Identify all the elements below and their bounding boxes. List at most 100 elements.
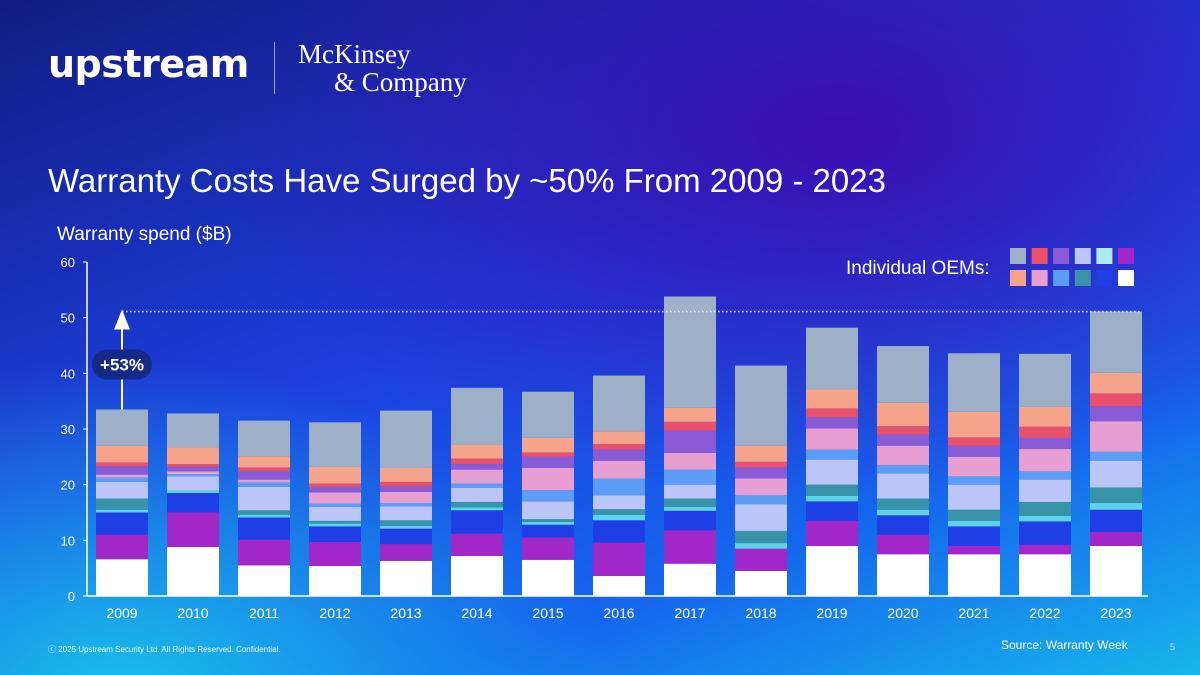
bar-stack-2011 bbox=[238, 420, 290, 596]
source-note: Source: Warranty Week bbox=[1001, 638, 1128, 652]
bar-segment bbox=[593, 460, 645, 479]
bar-segment bbox=[309, 483, 361, 487]
x-tick-label: 2021 bbox=[958, 605, 989, 621]
bar-segment bbox=[948, 545, 1000, 555]
x-tick-label: 2023 bbox=[1100, 605, 1131, 621]
bar-segment bbox=[451, 510, 503, 534]
y-tick-label: 10 bbox=[61, 533, 75, 548]
bar-segment bbox=[309, 523, 361, 527]
bar-segment bbox=[522, 456, 574, 468]
bar-segment bbox=[735, 467, 787, 479]
bar-segment bbox=[664, 498, 716, 507]
bar-segment bbox=[167, 471, 219, 475]
bar-segment bbox=[1090, 393, 1142, 407]
bar-stack-2023 bbox=[1090, 311, 1142, 596]
bar-segment bbox=[238, 565, 290, 596]
bar-segment bbox=[96, 466, 148, 475]
bar-segment bbox=[735, 365, 787, 446]
bar-segment bbox=[806, 495, 858, 502]
logo-divider bbox=[274, 42, 275, 94]
x-tick-label: 2009 bbox=[106, 605, 137, 621]
growth-badge-label: +53% bbox=[100, 356, 144, 375]
bar-stack-2010 bbox=[167, 413, 219, 596]
bar-segment bbox=[380, 506, 432, 521]
bar-segment bbox=[522, 519, 574, 522]
bar-segment bbox=[877, 473, 929, 499]
x-tick-label: 2015 bbox=[532, 605, 563, 621]
bar-segment bbox=[806, 389, 858, 409]
legend-swatch bbox=[1010, 270, 1026, 286]
bar-segment bbox=[380, 520, 432, 526]
bar-segment bbox=[593, 431, 645, 445]
bar-segment bbox=[522, 452, 574, 457]
legend-swatch bbox=[1074, 248, 1091, 264]
bar-segment bbox=[451, 458, 503, 465]
bar-segment bbox=[593, 520, 645, 543]
copyright-notice: ⓒ 2025 Upstream Security Ltd. All Rights… bbox=[48, 645, 281, 654]
bar-segment bbox=[451, 488, 503, 502]
bar-segment bbox=[664, 563, 716, 596]
bar-segment bbox=[948, 456, 1000, 477]
x-tick-label: 2017 bbox=[674, 605, 705, 621]
bar-segment bbox=[1019, 426, 1071, 438]
bar-segment bbox=[735, 504, 787, 531]
x-tick-label: 2011 bbox=[249, 605, 279, 621]
bar-segment bbox=[877, 445, 929, 466]
bar-segment bbox=[309, 542, 361, 566]
bar-segment bbox=[735, 478, 787, 496]
bar-segment bbox=[593, 575, 645, 596]
legend bbox=[1010, 248, 1134, 286]
bar-segment bbox=[877, 509, 929, 516]
y-tick-label: 30 bbox=[61, 422, 75, 437]
bar-segment bbox=[167, 490, 219, 494]
bar-segment bbox=[948, 484, 1000, 510]
bar-stack-2015 bbox=[522, 391, 574, 596]
y-axis-title: Warranty spend ($B) bbox=[57, 224, 232, 245]
upstream-logo: upstream bbox=[48, 42, 249, 86]
bar-segment bbox=[664, 510, 716, 531]
x-tick-label: 2012 bbox=[319, 605, 350, 621]
bar-stack-2014 bbox=[451, 387, 503, 596]
bar-segment bbox=[806, 520, 858, 546]
bar-stack-2019 bbox=[806, 327, 858, 596]
bar-segment bbox=[96, 462, 148, 467]
bar-segment bbox=[522, 521, 574, 525]
bar-segment bbox=[451, 469, 503, 484]
bar-segment bbox=[309, 503, 361, 507]
bar-segment bbox=[664, 407, 716, 422]
bar-segment bbox=[664, 530, 716, 564]
bar-segment bbox=[1019, 471, 1071, 480]
bar-segment bbox=[309, 526, 361, 543]
bar-segment bbox=[735, 548, 787, 571]
bar-segment bbox=[238, 517, 290, 540]
bar-segment bbox=[877, 515, 929, 535]
bar-segment bbox=[1019, 479, 1071, 502]
bar-segment bbox=[96, 481, 148, 499]
bar-segment bbox=[664, 452, 716, 470]
bar-segment bbox=[451, 555, 503, 596]
bar-segment bbox=[309, 466, 361, 484]
bar-segment bbox=[877, 465, 929, 474]
bar-segment bbox=[1090, 487, 1142, 504]
bar-segment bbox=[877, 402, 929, 427]
bar-segment bbox=[877, 434, 929, 446]
bar-segment bbox=[806, 501, 858, 521]
bar-segment bbox=[451, 444, 503, 459]
bar-segment bbox=[877, 498, 929, 510]
page-number: 5 bbox=[1170, 642, 1176, 652]
bar-stack-2016 bbox=[593, 375, 645, 596]
bar-segment bbox=[664, 506, 716, 511]
x-tick-label: 2014 bbox=[461, 605, 492, 621]
bar-segment bbox=[664, 469, 716, 485]
bar-segment bbox=[522, 490, 574, 502]
bar-segment bbox=[1090, 406, 1142, 422]
bar-segment bbox=[522, 391, 574, 438]
bar-segment bbox=[664, 421, 716, 431]
bar-segment bbox=[1090, 311, 1142, 373]
bar-segment bbox=[877, 534, 929, 555]
bar-segment bbox=[238, 467, 290, 472]
bar-segment bbox=[1090, 545, 1142, 596]
bar-segment bbox=[238, 514, 290, 518]
bar-stack-2013 bbox=[380, 410, 432, 596]
bar-segment bbox=[948, 554, 1000, 596]
